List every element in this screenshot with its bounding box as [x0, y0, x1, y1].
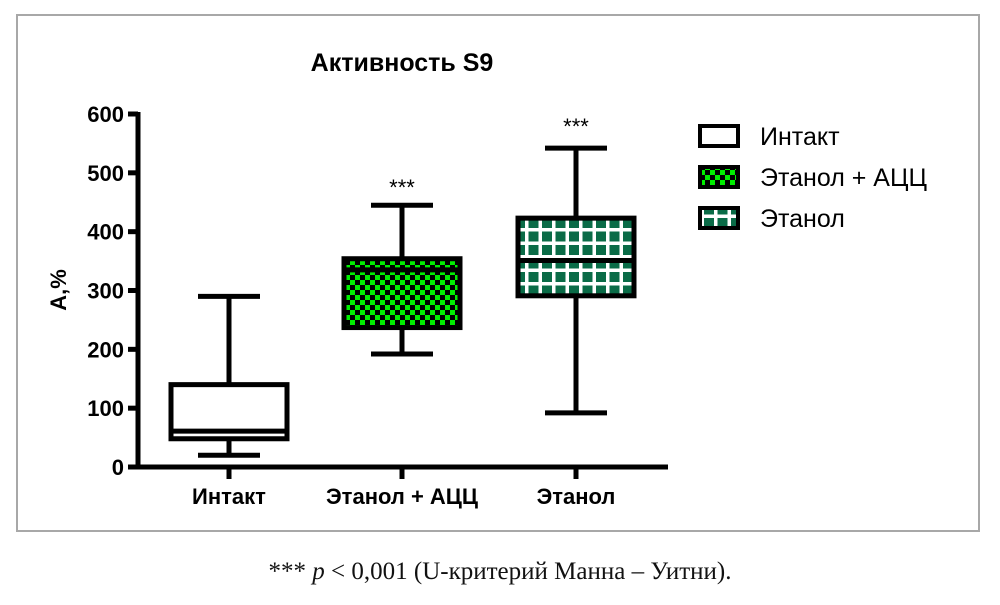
- legend-label: Интакт: [760, 123, 840, 151]
- significance-stars: ***: [563, 114, 589, 139]
- chart-title: Активность S9: [311, 49, 494, 77]
- y-tick-label: 0: [112, 455, 124, 480]
- legend-label: Этанол: [760, 205, 845, 233]
- y-tick-label: 200: [87, 337, 124, 362]
- y-tick-label: 500: [87, 161, 124, 186]
- x-tick-label: Этанол: [537, 484, 616, 509]
- box-plot-chart: Активность S9 A,% 0 100 200 300 400 500 600 Инт…: [46, 49, 927, 509]
- significance-stars: ***: [389, 175, 415, 200]
- box-iqr: [515, 215, 637, 299]
- y-tick-label: 600: [87, 102, 124, 127]
- figure-caption: *** p < 0,001 (U-критерий Манна – Уитни)…: [0, 558, 1000, 586]
- chart-frame: [16, 14, 980, 532]
- y-tick-label: 100: [87, 396, 124, 421]
- y-tick-label: 400: [87, 220, 124, 245]
- legend-label: Этанол + АЦЦ: [760, 164, 927, 192]
- y-tick-label: 300: [87, 279, 124, 304]
- caption-p: p: [312, 558, 325, 585]
- y-axis-label: A,%: [46, 269, 71, 311]
- legend-swatch: [698, 165, 740, 189]
- legend-swatch: [698, 124, 740, 148]
- x-tick-label: Этанол + АЦЦ: [326, 484, 478, 509]
- x-tick-label: Интакт: [192, 484, 266, 509]
- caption-stars: ***: [268, 558, 307, 585]
- caption-text: < 0,001 (U-критерий Манна – Уитни).: [324, 558, 732, 585]
- legend-swatch: [698, 206, 740, 230]
